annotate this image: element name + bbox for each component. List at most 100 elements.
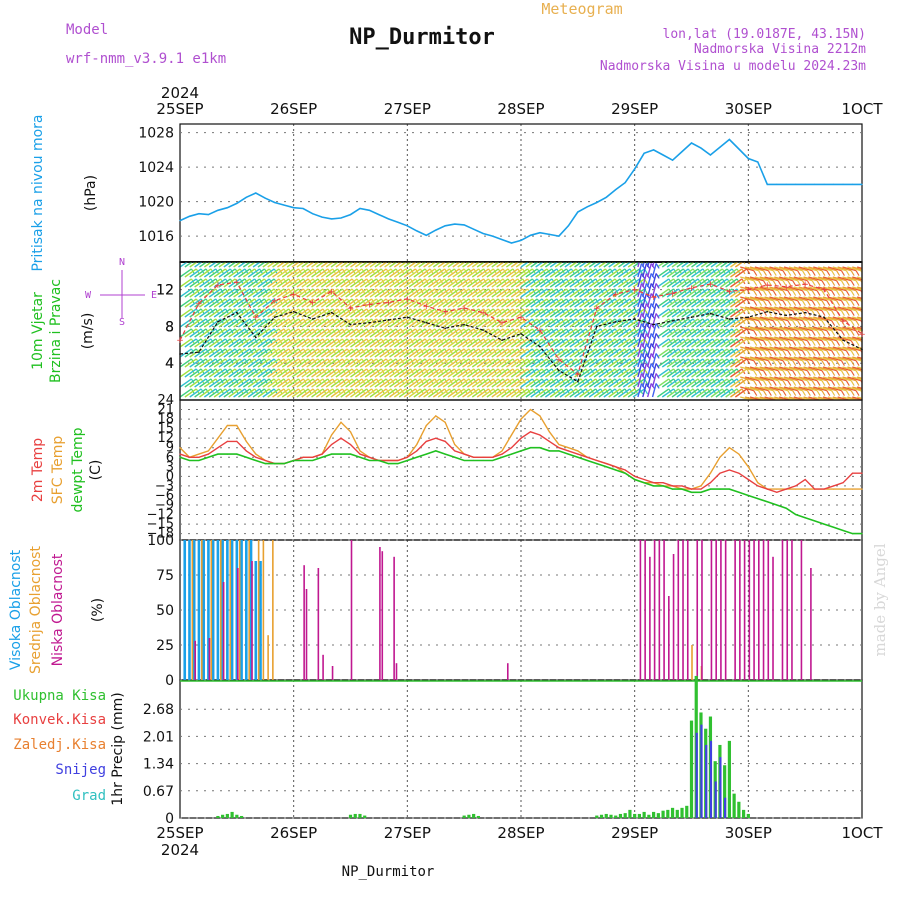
wind-speed-point xyxy=(406,316,409,319)
wind-side-label-1: 10m Vjetar xyxy=(30,292,46,370)
temp-2m-series-point xyxy=(757,485,759,487)
wind-speed-point xyxy=(558,369,560,372)
temp-2m-series-point xyxy=(596,459,598,462)
precip-unit-label: 1hr Precip (mm) xyxy=(110,692,126,805)
dewpoint-series-point xyxy=(264,463,266,465)
y-tick-label: 1024 xyxy=(138,160,174,176)
precip-total-bar xyxy=(656,813,660,818)
temp-2m-series-point xyxy=(236,440,238,442)
dewpoint-series-point xyxy=(558,450,560,452)
sfc-temp-series-point xyxy=(510,434,513,436)
sfc-temp-series-point xyxy=(861,488,863,490)
cloud-low-bar xyxy=(724,540,727,680)
dewpoint-series-point xyxy=(454,456,456,458)
precip-total-bar xyxy=(614,815,618,818)
sfc-temp-series-point xyxy=(359,450,361,452)
wind-speed-point xyxy=(387,319,390,321)
temp-2m-series-point xyxy=(861,472,863,474)
precip-total-bar xyxy=(689,720,694,818)
cloud-side-label-2: Srednja Oblacnost xyxy=(28,546,44,674)
day-label-bottom: 27SEP xyxy=(384,824,431,842)
pressure-series-point xyxy=(539,232,541,234)
cloud-low-bar xyxy=(701,540,703,680)
precip-snow-bar xyxy=(700,724,703,818)
sfc-temp-series-point xyxy=(425,424,427,427)
pressure-side-label: Pritisak na nivou mora xyxy=(30,114,46,271)
pressure-series-point xyxy=(690,142,693,144)
y-tick-label: −9 xyxy=(155,498,174,513)
temp-2m-series-point xyxy=(416,450,418,452)
pressure-series-point xyxy=(634,168,636,170)
cloud-low-bar xyxy=(303,565,305,680)
y-tick-label: 1.34 xyxy=(143,757,174,773)
y-tick-label: 2.68 xyxy=(143,702,174,718)
dewpoint-series-point xyxy=(425,453,427,455)
temp-2m-series-point xyxy=(226,440,228,442)
cloud-low-bar xyxy=(743,540,746,680)
temp-2m-series-point xyxy=(264,459,266,462)
day-label-bottom: 29SEP xyxy=(611,824,658,842)
cloud-high-bar xyxy=(202,540,205,680)
cloud-low-bar xyxy=(506,663,509,680)
temp-side-label-3: dewpt Temp xyxy=(70,427,86,512)
sfc-temp-series-point xyxy=(501,450,503,452)
precip-total-bar xyxy=(661,810,665,818)
sfc-temp-series-point xyxy=(709,472,712,474)
dewpoint-series-point xyxy=(368,459,371,462)
pressure-series-point xyxy=(444,225,446,227)
dewpoint-series-point xyxy=(605,466,607,468)
compass-s: S xyxy=(119,317,125,328)
dewpoint-series-point xyxy=(207,456,210,458)
wind-gust-point: + xyxy=(309,298,317,308)
wind-barb-field xyxy=(180,262,862,400)
cloud-low-bar xyxy=(781,540,784,680)
dewpoint-series-point xyxy=(681,488,683,490)
cloud-low-bar xyxy=(791,540,793,680)
dewpoint-series-point xyxy=(653,485,655,487)
y-tick-label: 21 xyxy=(157,403,174,418)
pressure-series-point xyxy=(406,225,408,227)
wind-gust-point: + xyxy=(801,280,809,290)
y-tick-label: −15 xyxy=(147,517,174,532)
temp-2m-series-point xyxy=(671,485,674,487)
sfc-temp-series-point xyxy=(217,437,219,439)
cloud-low-bar xyxy=(786,540,789,680)
y-tick-label: 100 xyxy=(147,533,174,549)
dewpoint-series-point xyxy=(615,469,617,471)
sfc-temp-series-point xyxy=(851,488,854,490)
temp-2m-series-point xyxy=(520,437,522,439)
cloud-low-bar xyxy=(739,540,741,680)
temp-2m-series-point xyxy=(719,472,721,474)
dewpoint-series-point xyxy=(321,456,323,458)
wind-gust-point: + xyxy=(726,287,734,297)
cloud-low-bar xyxy=(682,540,684,680)
cloud-low-bar xyxy=(331,666,334,680)
temp-2m-series-point xyxy=(558,447,560,449)
day-label-bottom: 26SEP xyxy=(270,824,317,842)
pressure-series-point xyxy=(586,206,588,208)
cloud-high-bar xyxy=(254,561,258,680)
day-label-top: 28SEP xyxy=(497,100,544,118)
dewpoint-series-point xyxy=(747,494,749,497)
pressure-series-point xyxy=(387,218,389,220)
day-label-top: 29SEP xyxy=(611,100,658,118)
cloud-high-bar xyxy=(245,540,248,680)
dewpoint-series-point xyxy=(188,459,191,462)
precip-total-bar xyxy=(476,815,480,818)
wind-gust-point: + xyxy=(347,304,355,314)
dewpoint-series-point xyxy=(842,529,844,532)
temp-2m-series-point xyxy=(842,482,844,484)
dewpoint-series-point xyxy=(719,488,721,490)
cloud-mid-bar xyxy=(210,540,213,680)
dewpoint-series-point xyxy=(690,491,693,493)
precip-snow-bar xyxy=(695,732,698,818)
wind-speed-point xyxy=(482,329,484,331)
pressure-series-point xyxy=(558,235,560,237)
y-tick-label: −12 xyxy=(147,508,174,523)
wind-speed-point xyxy=(539,345,541,348)
dewpoint-series-point xyxy=(217,453,219,455)
precip-total-bar xyxy=(235,814,239,818)
y-tick-label: −18 xyxy=(147,527,174,542)
dewpoint-series-point xyxy=(643,482,645,484)
wind-gust-point: + xyxy=(593,304,601,314)
